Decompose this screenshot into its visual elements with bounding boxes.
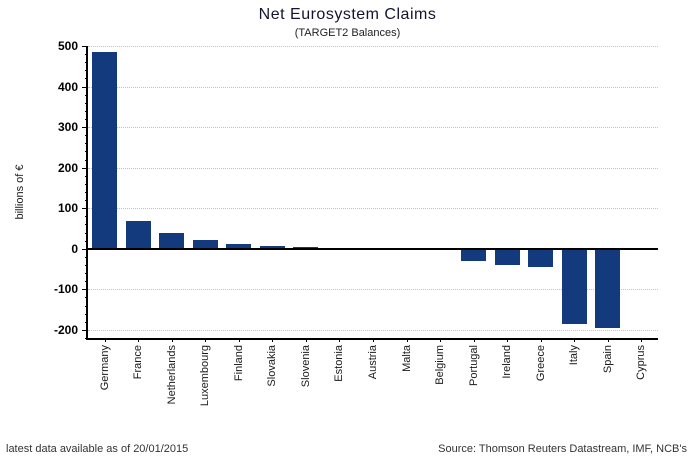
x-tick-label: Belgium xyxy=(434,345,447,385)
bar xyxy=(561,248,587,324)
bar xyxy=(528,248,554,268)
y-tick-label: -200 xyxy=(53,322,78,337)
bar xyxy=(226,243,252,249)
x-tick-label: Slovenia xyxy=(299,345,312,388)
y-tick xyxy=(82,289,88,291)
x-tick xyxy=(507,338,509,342)
x-tick xyxy=(138,338,140,342)
x-tick-label: Ireland xyxy=(501,345,514,379)
x-tick-label: Austria xyxy=(367,345,379,380)
y-tick-label: 200 xyxy=(57,160,78,175)
x-tick xyxy=(205,338,207,342)
y-tick-label: -100 xyxy=(53,282,78,297)
x-tick xyxy=(473,338,475,342)
gridline xyxy=(88,208,658,210)
x-tick-label: Finland xyxy=(232,345,245,382)
x-tick-label: Estonia xyxy=(333,345,346,382)
footer-note-left: latest data available as of 20/01/2015 xyxy=(6,443,189,455)
x-tick xyxy=(373,338,374,342)
x-tick xyxy=(574,338,576,342)
x-tick xyxy=(406,338,408,342)
y-tick-label: 400 xyxy=(57,79,78,94)
y-tick xyxy=(82,167,88,169)
x-tick xyxy=(272,338,274,342)
x-tick xyxy=(104,338,106,342)
x-tick-label: Slovakia xyxy=(266,345,279,387)
y-tick xyxy=(82,208,88,210)
bar xyxy=(259,246,285,249)
bar xyxy=(192,239,218,249)
x-tick-label: Spain xyxy=(601,345,614,374)
gridline xyxy=(88,329,658,331)
y-tick-label: 100 xyxy=(57,201,78,216)
x-tick xyxy=(641,338,643,342)
bar xyxy=(92,52,118,249)
gridline xyxy=(88,127,658,129)
chart-title: Net Eurosystem Claims xyxy=(258,6,437,23)
y-tick xyxy=(82,86,88,88)
x-axis-line xyxy=(86,338,658,340)
x-tick-label: Portugal xyxy=(467,345,480,386)
y-tick xyxy=(82,248,88,250)
x-tick xyxy=(440,338,442,342)
bar xyxy=(159,232,185,249)
y-tick-label: 0 xyxy=(71,241,78,256)
x-tick-label: Netherlands xyxy=(165,345,178,405)
gridline xyxy=(88,289,658,291)
x-tick xyxy=(339,338,341,342)
footer-note-right: Source: Thomson Reuters Datastream, IMF,… xyxy=(438,443,687,455)
x-tick xyxy=(607,338,609,342)
zero-line xyxy=(88,247,658,250)
bar xyxy=(461,248,487,261)
x-tick-label: Malta xyxy=(400,345,413,372)
x-tick xyxy=(540,338,542,342)
gridline xyxy=(88,167,658,169)
x-tick-label: Cyprus xyxy=(635,345,648,380)
bar xyxy=(125,221,151,249)
x-tick-label: Germany xyxy=(98,345,111,391)
y-tick xyxy=(82,127,88,129)
chart-subtitle: (TARGET2 Balances) xyxy=(294,27,401,39)
y-tick-label: 300 xyxy=(57,120,78,135)
x-tick xyxy=(305,338,307,342)
y-tick-label: 500 xyxy=(57,39,78,53)
x-tick xyxy=(171,338,173,342)
x-tick-label: Greece xyxy=(534,345,547,382)
bar xyxy=(595,248,621,329)
x-tick-label: Italy xyxy=(568,345,581,366)
x-tick-label: Luxembourg xyxy=(199,345,212,407)
y-tick xyxy=(82,329,88,331)
y-axis-line xyxy=(86,46,88,340)
y-tick xyxy=(82,46,88,47)
gridline xyxy=(88,86,658,88)
x-tick-label: France xyxy=(132,345,145,380)
bar xyxy=(494,248,520,266)
gridline xyxy=(88,46,658,47)
x-tick xyxy=(238,338,240,342)
